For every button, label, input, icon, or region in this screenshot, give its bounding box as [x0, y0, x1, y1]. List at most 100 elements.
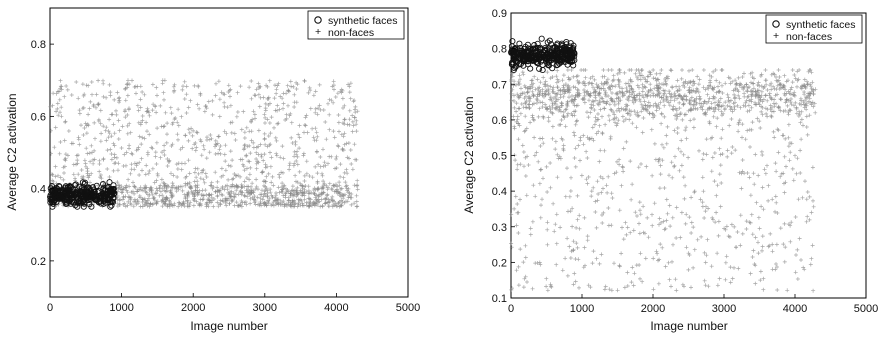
non-face-point — [283, 195, 288, 200]
non-face-point — [291, 84, 296, 89]
non-face-point — [339, 132, 344, 137]
non-face-point — [76, 137, 81, 142]
non-face-point — [213, 189, 218, 194]
non-face-point — [150, 108, 155, 113]
non-face-point — [307, 174, 312, 178]
non-face-point — [137, 194, 142, 198]
non-face-point — [180, 188, 185, 193]
non-face-point — [334, 166, 339, 170]
non-face-point — [314, 197, 319, 202]
non-face-point — [179, 167, 184, 172]
non-face-point — [185, 198, 190, 203]
non-face-point — [293, 201, 298, 206]
non-face-point — [130, 78, 134, 83]
non-face-point — [101, 94, 106, 99]
non-face-point — [243, 200, 248, 204]
non-face-point — [197, 203, 202, 208]
non-face-point — [77, 142, 82, 147]
non-face-point — [298, 203, 303, 208]
non-face-point — [144, 109, 149, 114]
non-face-point — [277, 175, 282, 180]
non-face-point — [188, 184, 193, 189]
non-face-point — [51, 179, 56, 184]
non-face-point — [215, 179, 220, 184]
non-face-point — [346, 190, 351, 195]
non-face-point — [147, 113, 152, 118]
non-face-point — [795, 156, 800, 161]
non-face-point — [62, 94, 67, 99]
non-face-point — [179, 114, 184, 119]
non-face-point — [273, 83, 277, 88]
x-tick-label: 1000 — [570, 303, 594, 315]
non-face-point — [260, 188, 264, 193]
ticks-left: 0 1000 2000 3000 4000 5000 0.2 0.4 0.6 0.8 — [31, 39, 421, 314]
non-face-point — [211, 204, 216, 209]
non-face-point — [186, 158, 191, 163]
non-face-point — [670, 107, 675, 112]
non-face-point — [531, 183, 536, 188]
non-face-point — [76, 172, 81, 177]
non-face-point — [252, 112, 257, 117]
non-face-point — [342, 117, 347, 122]
non-face-point — [182, 204, 187, 209]
non-face-point — [125, 113, 130, 117]
non-face-point — [571, 101, 576, 105]
non-face-point — [90, 92, 94, 97]
non-face-point — [307, 204, 312, 209]
non-face-point — [132, 197, 137, 202]
non-face-point — [135, 161, 139, 166]
y-tick-label: 0.3 — [492, 222, 507, 234]
non-face-point — [736, 93, 741, 98]
non-face-point — [296, 201, 301, 205]
synthetic-face-point — [51, 186, 58, 193]
non-face-point — [248, 196, 253, 201]
non-face-point — [262, 152, 267, 157]
non-face-point — [615, 159, 619, 164]
non-face-point — [131, 180, 135, 185]
non-face-point — [216, 151, 221, 156]
non-face-point — [191, 128, 196, 133]
non-face-point — [265, 194, 270, 199]
non-face-point — [86, 112, 91, 117]
non-face-point — [604, 183, 609, 188]
non-face-point — [213, 152, 218, 156]
non-face-point — [54, 91, 59, 96]
non-face-point — [311, 135, 316, 140]
non-face-point — [247, 143, 252, 148]
non-face-point — [139, 156, 144, 161]
non-face-point — [234, 188, 239, 193]
y-tick-label: 0.4 — [492, 186, 507, 198]
non-face-point — [318, 204, 323, 209]
non-face-point — [83, 161, 88, 166]
non-face-point — [125, 190, 130, 195]
non-face-point — [84, 146, 89, 151]
non-face-point — [571, 74, 576, 79]
non-face-point — [90, 150, 94, 155]
synthetic-face-point — [74, 203, 81, 210]
non-face-point — [533, 194, 538, 199]
non-face-point — [342, 117, 347, 122]
synthetic-face-point — [55, 189, 62, 196]
non-face-point — [250, 117, 255, 122]
non-face-point — [182, 79, 187, 84]
non-face-point — [355, 109, 360, 114]
non-face-point — [761, 97, 766, 102]
non-face-point — [83, 121, 88, 126]
non-face-point — [292, 188, 297, 193]
non-face-point — [214, 142, 219, 147]
non-face-point — [92, 148, 97, 153]
non-face-point — [227, 201, 232, 206]
non-face-point — [285, 83, 290, 88]
non-face-point — [332, 87, 336, 92]
non-face-point — [281, 199, 286, 204]
non-face-point — [59, 114, 64, 119]
non-face-point — [518, 197, 522, 202]
non-face-point — [660, 142, 664, 147]
non-face-point — [701, 85, 706, 90]
non-face-point — [321, 190, 326, 195]
non-face-point — [161, 90, 166, 95]
non-face-point — [234, 200, 239, 205]
non-face-point — [730, 109, 735, 114]
non-face-point — [655, 251, 660, 256]
chart-left: 0 1000 2000 3000 4000 5000 0.2 0.4 0.6 0.8 Image … — [5, 7, 421, 333]
